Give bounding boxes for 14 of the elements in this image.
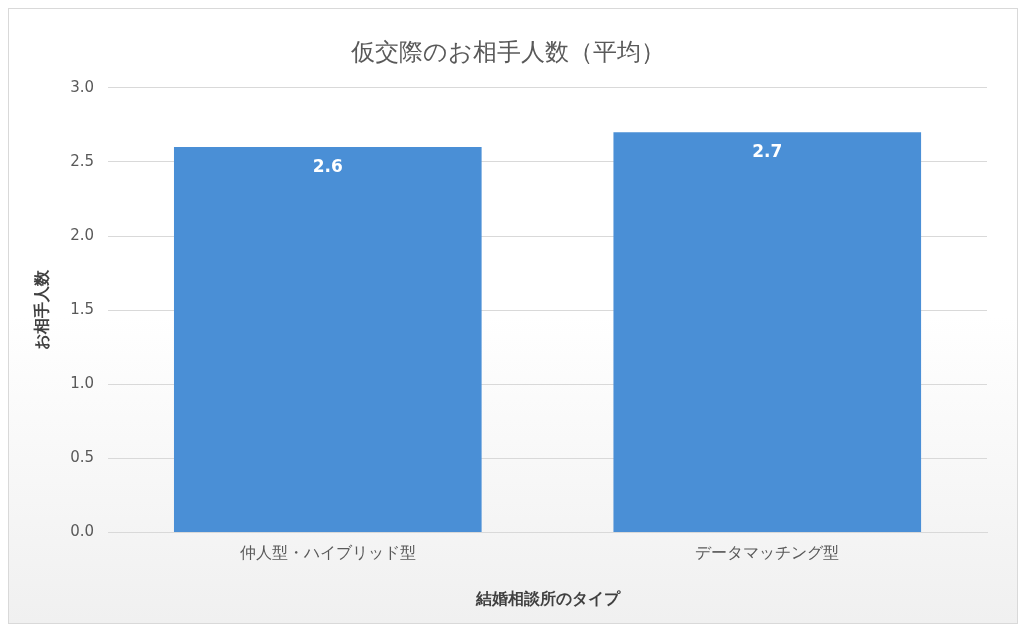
chart-title: 仮交際のお相手人数（平均） — [350, 37, 665, 66]
y-tick-label: 1.5 — [70, 300, 95, 319]
x-tick-label: データマッチング型 — [695, 543, 840, 563]
x-tick-label: 仲人型・ハイブリッド型 — [239, 543, 416, 563]
y-tick-label: 3.0 — [70, 77, 95, 96]
data-label: 2.6 — [312, 156, 343, 177]
y-tick-label: 0.0 — [70, 522, 95, 541]
x-axis-title: 結婚相談所のタイプ — [474, 588, 621, 608]
y-tick-label: 0.5 — [70, 448, 95, 467]
y-axis-title: お相手人数 — [31, 269, 51, 351]
data-label: 2.7 — [752, 141, 783, 162]
y-tick-label: 1.0 — [70, 374, 95, 393]
y-tick-label: 2.0 — [70, 225, 95, 244]
y-tick-label: 2.5 — [70, 151, 95, 170]
